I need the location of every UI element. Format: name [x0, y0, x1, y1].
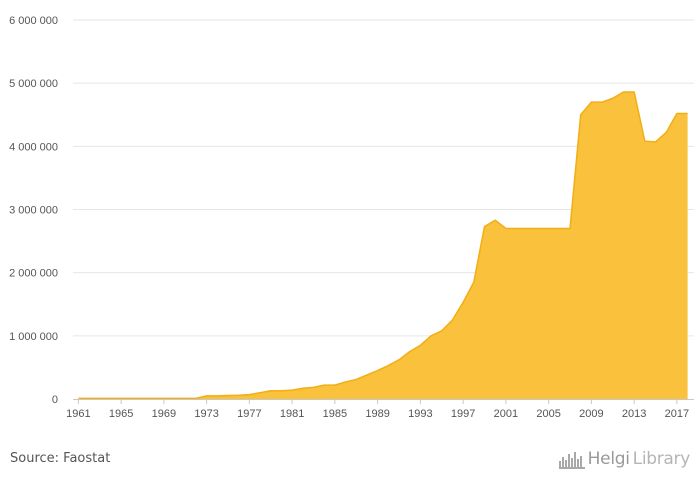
series-layer [78, 91, 688, 400]
x-tick-label: 1985 [323, 408, 347, 420]
y-tick-label: 2 000 000 [9, 268, 58, 280]
x-tick-label: 1961 [66, 408, 90, 420]
x-tick-label: 2009 [579, 408, 603, 420]
y-tick-label: 5 000 000 [9, 78, 58, 90]
helgi-skyline-icon [558, 452, 585, 469]
y-tick-label: 1 000 000 [9, 331, 58, 343]
x-axis: 1961 1965 1969 1973 1977 1981 1985 1989 1993 1997… [66, 399, 694, 420]
y-tick-label: 3 000 000 [9, 205, 58, 217]
x-tick-label: 2001 [494, 408, 518, 420]
x-tick-label: 2017 [665, 408, 689, 420]
brand-name: Helgi [587, 449, 630, 469]
x-tick-label: 1969 [152, 408, 176, 420]
series-area [78, 92, 688, 399]
area-chart: 1961 1965 1969 1973 1977 1981 1985 1989 1993 1997… [9, 15, 694, 420]
x-tick-label: 1973 [194, 408, 218, 420]
brand-logo: Helgi Library [558, 449, 691, 469]
x-tick-label: 2005 [536, 408, 560, 420]
y-tick-label: 4 000 000 [9, 141, 58, 153]
y-tick-label: 0 [52, 394, 58, 406]
y-tick-label: 6 000 000 [9, 15, 58, 27]
x-tick-label: 1997 [451, 408, 475, 420]
x-tick-label: 1993 [408, 408, 432, 420]
x-tick-label: 1977 [237, 408, 261, 420]
x-tick-label: 2013 [622, 408, 646, 420]
x-tick-label: 1989 [365, 408, 389, 420]
series-line [78, 91, 688, 400]
brand-suffix: Library [632, 449, 691, 469]
source-note: Source: Faostat [10, 451, 111, 466]
x-tick-label: 1981 [280, 408, 304, 420]
x-tick-label: 1965 [109, 408, 133, 420]
y-axis: 0 1 000 000 2 000 000 3 000 000 4 000 000 5 0… [9, 15, 58, 406]
